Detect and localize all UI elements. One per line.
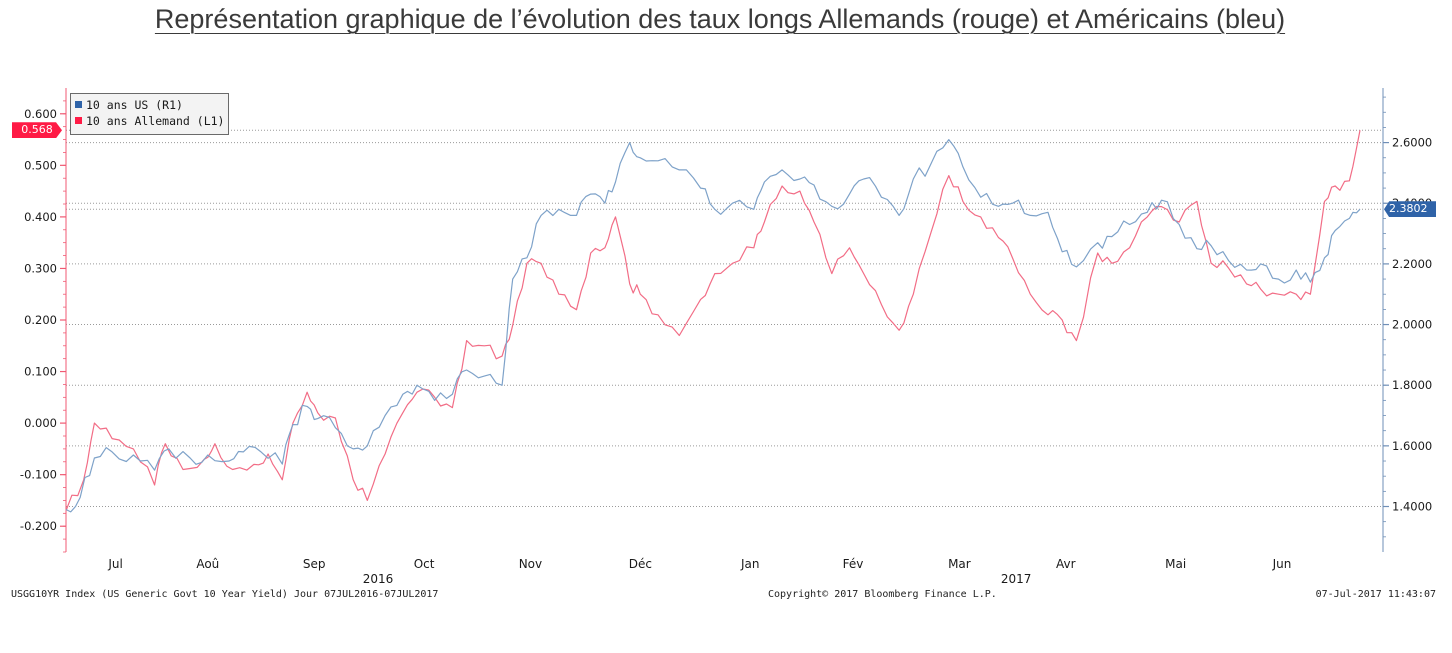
left-axis-tick-label: 0.200 (24, 313, 57, 327)
legend-swatch-de (75, 117, 82, 124)
series-line-us (65, 139, 1361, 513)
x-axis-month-label: Aoû (196, 557, 219, 571)
x-axis-year-label: 2016 (363, 572, 394, 586)
left-axis-tick-label: -0.200 (20, 519, 57, 533)
x-axis-month-label: Jan (740, 557, 760, 571)
left-axis-tick-label: 0.000 (24, 416, 57, 430)
x-axis-month-label: Mar (948, 557, 971, 571)
x-axis-month-label: Avr (1056, 557, 1076, 571)
legend-label-de: 10 ans Allemand (L1) (86, 114, 225, 128)
left-axis-tick-label: 0.500 (24, 158, 57, 172)
right-axis-tick-label: 1.8000 (1392, 378, 1432, 392)
last-value-badge-de: 0.568 (12, 122, 62, 139)
page-title: Représentation graphique de l’évolution … (154, 4, 1286, 34)
right-axis-tick-label: 2.0000 (1392, 318, 1432, 332)
x-axis-month-label: Sep (303, 557, 326, 571)
legend-item-de: 10 ans Allemand (L1) (75, 114, 224, 128)
x-axis-month-label: Mai (1165, 557, 1186, 571)
right-axis-tick-label: 1.4000 (1392, 500, 1432, 514)
chart-legend: 10 ans US (R1) 10 ans Allemand (L1) (70, 93, 229, 135)
gridlines (66, 129, 1383, 508)
legend-item-us: 10 ans US (R1) (75, 98, 183, 112)
tick-labels: 0.600 0.500 0.400 0.300 0.200 0.100 0.000 -0.10… (20, 107, 1432, 586)
footer-copyright: Copyright© 2017 Bloomberg Finance L.P. (768, 589, 997, 600)
footer-timestamp: 07-Jul-2017 11:43:07 (1315, 589, 1436, 600)
left-axis-tick-label: 0.600 (24, 107, 57, 121)
series-line-de (65, 130, 1361, 512)
legend-swatch-us (75, 101, 82, 108)
legend-label-us: 10 ans US (R1) (86, 98, 183, 112)
right-axis-tick-label: 2.6000 (1392, 136, 1432, 150)
left-axis-tick-label: 0.100 (24, 365, 57, 379)
left-axis-tick-label: 0.300 (24, 261, 57, 275)
x-axis-month-label: Jul (107, 557, 122, 571)
x-axis-month-label: Jun (1272, 557, 1292, 571)
right-axis-tick-label: 2.2000 (1392, 257, 1432, 271)
last-value-badge-us: 2.3802 (1384, 201, 1436, 218)
x-axis-month-label: Fév (843, 557, 864, 571)
series-layer (65, 130, 1361, 513)
right-axis-tick-label: 1.6000 (1392, 439, 1432, 453)
x-axis-month-label: Oct (414, 557, 435, 571)
x-axis-year-label: 2017 (1001, 572, 1032, 586)
left-axis-tick-label: -0.100 (20, 468, 57, 482)
x-axis-month-label: Déc (629, 557, 652, 571)
footer-index-info: USGG10YR Index (US Generic Govt 10 Year … (11, 589, 439, 600)
axes (60, 88, 1389, 553)
x-axis-month-label: Nov (519, 557, 542, 571)
left-axis-tick-label: 0.400 (24, 210, 57, 224)
